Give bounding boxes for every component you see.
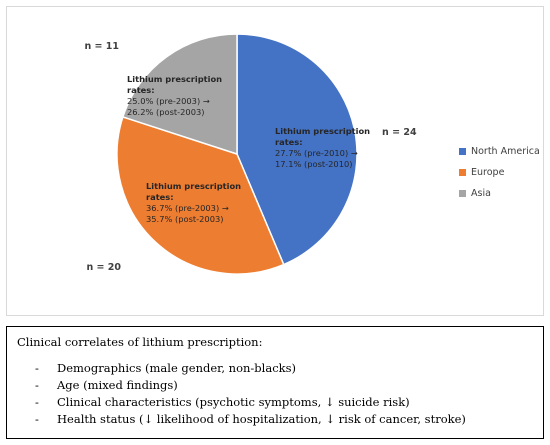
legend-item-north-america: North America <box>459 141 540 162</box>
slice-annotation-asia: Lithium prescription rates: 25.0% (pre-200… <box>127 74 222 117</box>
note-bullet: - <box>35 360 39 375</box>
pie-slice-north-america <box>236 33 358 266</box>
legend-item-europe: Europe <box>459 162 540 183</box>
note-item: - Age (mixed findings) <box>17 376 533 393</box>
note-text-age: Age (mixed findings) <box>57 377 178 392</box>
pie-chart: n = 24 n = 20 n = 11 Lithium prescription ra… <box>84 33 417 275</box>
note-text-clinical: Clinical characteristics (psychotic symp… <box>57 394 410 409</box>
legend-label-north-america: North America <box>471 146 540 157</box>
count-label-asia: n = 11 <box>84 41 119 52</box>
note-item: - Clinical characteristics (psychotic sy… <box>17 393 533 410</box>
legend-swatch-asia <box>459 190 466 197</box>
legend-item-asia: Asia <box>459 183 540 204</box>
legend-label-europe: Europe <box>471 167 505 178</box>
note-item: - Health status (↓ likelihood of hospita… <box>17 410 533 427</box>
note-bullet: - <box>35 411 39 426</box>
note-item: - Demographics (male gender, non-blacks) <box>17 359 533 376</box>
note-text-demographics: Demographics (male gender, non-blacks) <box>57 360 297 375</box>
slice-annotation-europe: Lithium prescription rates: 36.7% (pre-200… <box>146 181 241 224</box>
notes-heading: Clinical correlates of lithium prescript… <box>17 335 263 349</box>
pie-slice-europe <box>116 115 285 275</box>
note-bullet: - <box>35 394 39 409</box>
pie-slice-asia <box>121 33 238 156</box>
count-label-europe: n = 20 <box>86 262 121 273</box>
slice-annotation-north-america: Lithium prescription rates: 27.7% (pre-201… <box>275 126 370 169</box>
clinical-correlates-box: Clinical correlates of lithium prescript… <box>6 326 544 439</box>
legend-swatch-europe <box>459 169 466 176</box>
legend: North America Europe Asia <box>459 141 540 204</box>
count-label-north-america: n = 24 <box>382 127 417 138</box>
chart-frame: n = 24 n = 20 n = 11 Lithium prescription ra… <box>6 6 544 316</box>
note-text-health: Health status (↓ likelihood of hospitali… <box>57 411 466 426</box>
legend-label-asia: Asia <box>471 188 491 199</box>
legend-swatch-north-america <box>459 148 466 155</box>
note-bullet: - <box>35 377 39 392</box>
